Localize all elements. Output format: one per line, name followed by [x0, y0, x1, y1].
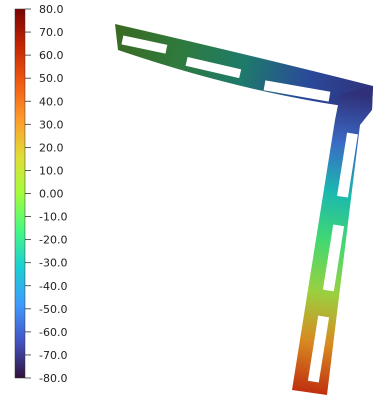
slot	[263, 80, 331, 102]
colorbar: 80.0 70.0 60.0 50.0 40.0 30.0 20.0 10.0 0.00 -10.…	[14, 3, 67, 385]
slot	[121, 35, 168, 54]
colorbar-tick-label: 60.0	[39, 49, 64, 62]
colorbar-tick-label: 0.00	[39, 188, 64, 201]
slot	[337, 132, 358, 198]
colorbar-tick-label: -20.0	[39, 234, 67, 247]
colorbar-tick-label: 10.0	[39, 164, 64, 177]
colorbar-tick-label: 70.0	[39, 26, 64, 39]
colorbar-tick-label: 30.0	[39, 118, 64, 131]
colorbar-tick-label: 40.0	[39, 95, 64, 108]
frame-structure	[115, 24, 373, 395]
colorbar-tick-label: -30.0	[39, 257, 67, 270]
colorbar-tick-label: -50.0	[39, 303, 67, 316]
slot	[322, 224, 345, 292]
colorbar-tick-label: 50.0	[39, 72, 64, 85]
horizontal-member	[115, 24, 373, 110]
colorbar-tick-label: 80.0	[39, 3, 64, 16]
slot	[185, 57, 242, 79]
colorbar-tick-label: -60.0	[39, 326, 67, 339]
colorbar-ticks: 80.0 70.0 60.0 50.0 40.0 30.0 20.0 10.0 0.00 -10.…	[25, 3, 67, 385]
colorbar-gradient	[14, 8, 26, 379]
colorbar-tick-label: -40.0	[39, 280, 67, 293]
colorbar-tick-label: -80.0	[39, 372, 67, 385]
colorbar-tick-label: 20.0	[39, 141, 64, 154]
slot	[307, 315, 330, 383]
colorbar-tick-label: -10.0	[39, 211, 67, 224]
colorbar-tick-label: -70.0	[39, 349, 67, 362]
